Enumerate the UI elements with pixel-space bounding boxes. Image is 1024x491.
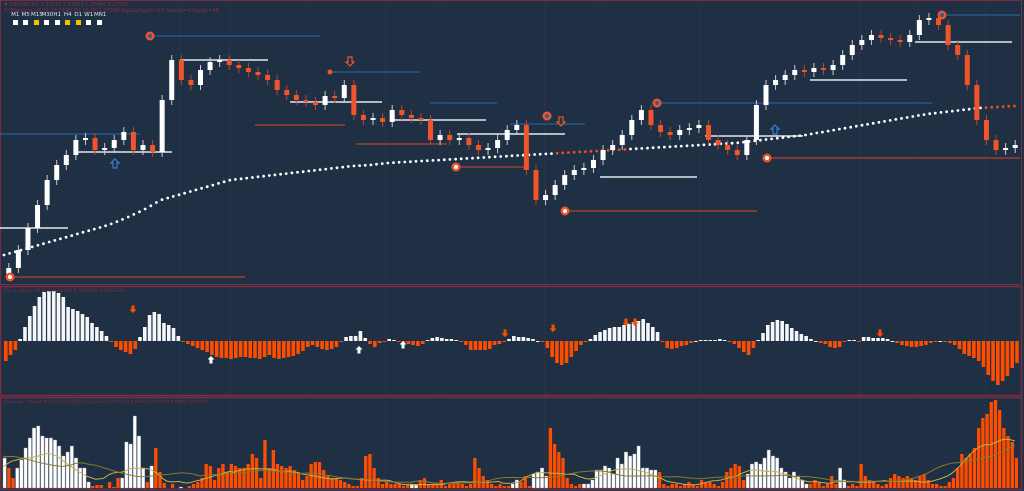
timeframe-label: H1 xyxy=(53,12,62,18)
timeframe-indicator xyxy=(75,20,81,25)
indicator-info: 1/3Patterns/V8 21:17 01/07/07 16:00 1.27… xyxy=(4,8,219,14)
candlesticks xyxy=(6,13,1018,279)
timeframe-mn1[interactable]: MN1 xyxy=(94,12,107,25)
timeframe-w1[interactable]: W1 xyxy=(84,12,95,25)
timeframe-h4[interactable]: H4 xyxy=(63,12,74,25)
symbol-header: ▼ GBPUSD,H1 1.27513 1.27554 1.27486 1.27… xyxy=(4,2,129,8)
timeframe-d1[interactable]: D1 xyxy=(73,12,84,25)
volume-label: Dev.Expl : Period M30 [[S-150]][D2-15][[… xyxy=(4,400,210,405)
timeframe-label: W1 xyxy=(84,12,94,18)
timeframe-selector: M1 M5 M15 M30 H1 H4 D1 W1 MN1 xyxy=(10,12,107,25)
timeframe-indicator xyxy=(54,20,60,25)
volume-ma-line xyxy=(2,438,1015,486)
timeframe-label: D1 xyxy=(74,12,83,18)
timeframe-label: MN1 xyxy=(94,12,107,18)
timeframe-indicator xyxy=(96,20,102,25)
timeframe-label: M15 xyxy=(31,12,43,18)
timeframe-label: M5 xyxy=(21,12,30,18)
signal-markers xyxy=(5,10,947,282)
oscillator-label: Dev_Look(12,26,9) 0.0002130 0.0000000 0.… xyxy=(4,289,124,294)
timeframe-label: M1 xyxy=(11,12,20,18)
timeframe-m15[interactable]: M15 xyxy=(31,12,43,25)
timeframe-m30[interactable]: M30 xyxy=(42,12,53,25)
support-resistance-levels xyxy=(0,14,1020,278)
oscillator-pane-border xyxy=(0,285,1023,397)
timeframe-h1[interactable]: H1 xyxy=(52,12,63,25)
timeframe-indicator xyxy=(86,20,92,25)
timeframe-m1[interactable]: M1 xyxy=(10,12,21,25)
timeframe-label: M30 xyxy=(41,12,54,18)
volume-signal-line xyxy=(2,444,1016,484)
volume-pane-border xyxy=(0,396,1023,491)
oscillator-signal-arrows xyxy=(129,305,884,364)
timeframe-m5[interactable]: M5 xyxy=(21,12,32,25)
timeframe-indicator xyxy=(33,20,39,25)
timeframe-indicator xyxy=(23,20,29,25)
oscillator-histogram xyxy=(4,291,1019,385)
timeframe-indicator xyxy=(44,20,50,25)
timeframe-indicator xyxy=(65,20,71,25)
timeframe-label: H4 xyxy=(63,12,72,18)
main-pane-border xyxy=(0,0,1022,285)
timeframe-indicator xyxy=(12,20,18,25)
moving-average-dots xyxy=(2,104,1016,257)
